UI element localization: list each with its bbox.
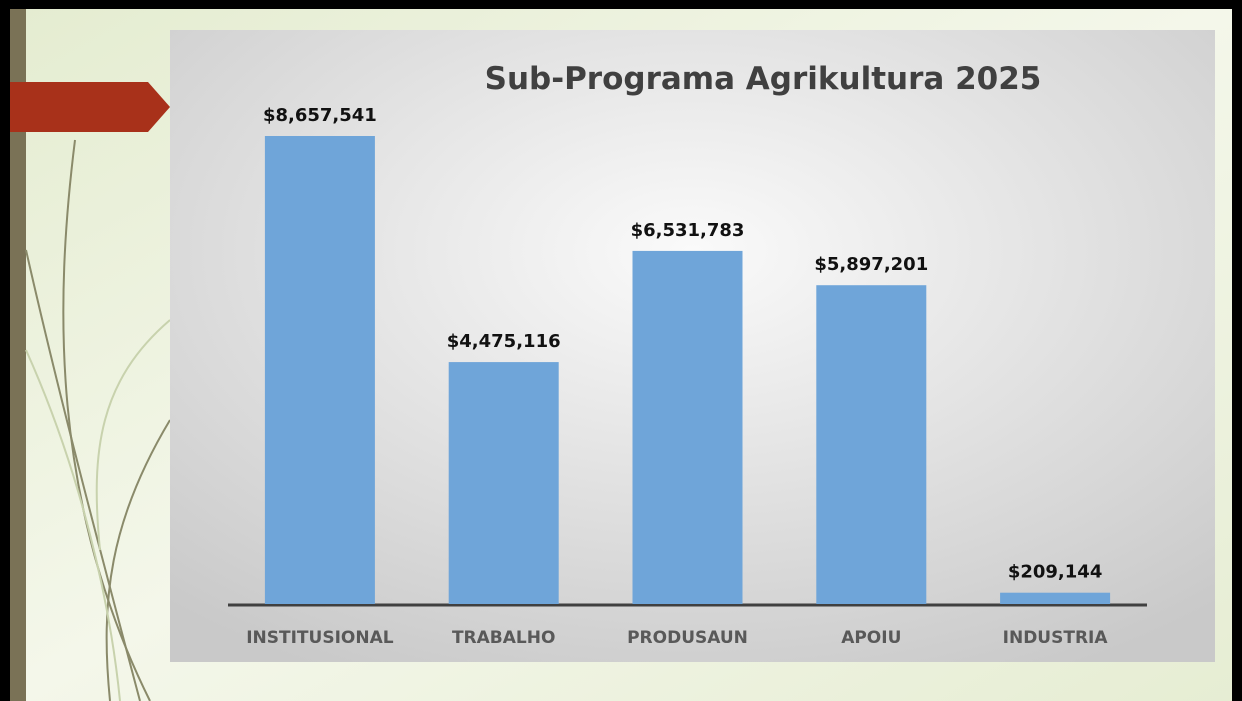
decorative-curves <box>25 139 171 701</box>
bar <box>632 250 743 604</box>
x-tick-label: PRODUSAUN <box>627 628 748 648</box>
bar <box>1000 592 1111 604</box>
x-tick-label: TRABALHO <box>452 628 555 648</box>
accent-arrow <box>10 82 170 132</box>
bar <box>264 136 375 604</box>
bar <box>448 362 559 604</box>
left-border <box>0 0 10 701</box>
value-label: $4,475,116 <box>447 331 561 352</box>
chart-title: Sub-Programa Agrikultura 2025 <box>485 61 1042 97</box>
side-bar <box>10 9 26 701</box>
bar <box>816 285 927 604</box>
value-label: $6,531,783 <box>631 220 745 241</box>
value-label: $209,144 <box>1008 562 1103 583</box>
x-tick-label: APOIU <box>841 628 901 648</box>
right-border <box>1232 0 1242 701</box>
value-label: $5,897,201 <box>814 254 928 275</box>
x-tick-label: INDUSTRIA <box>1003 628 1109 648</box>
value-label: $8,657,541 <box>263 105 377 126</box>
top-border <box>0 0 1242 9</box>
x-tick-label: INSTITUSIONAL <box>246 628 394 648</box>
